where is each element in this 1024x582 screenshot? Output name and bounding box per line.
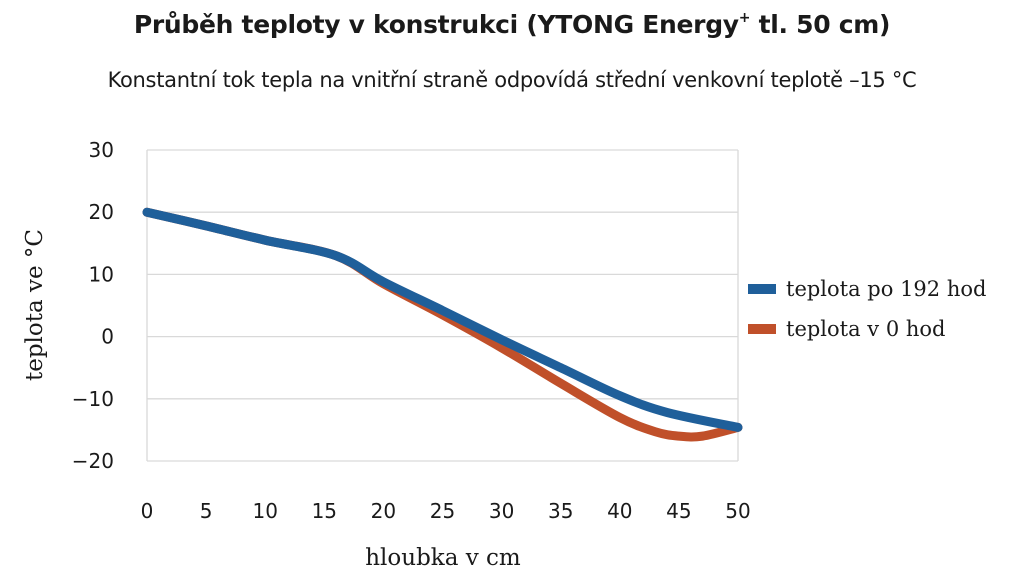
- series-line-1: [142, 207, 743, 432]
- x-tick-label-3: 15: [312, 499, 337, 523]
- legend: teplota po 192 hod teplota v 0 hod: [748, 277, 986, 341]
- y-tick-label-0: 30: [89, 138, 114, 162]
- grid-lines: [146, 149, 739, 462]
- x-tick-label-5: 25: [430, 499, 455, 523]
- y-tick-label-2: 10: [89, 262, 114, 286]
- x-tick-label-10: 50: [725, 499, 750, 523]
- chart-title-tail: tl. 50 cm): [750, 10, 891, 39]
- y-tick-label-4: −10: [72, 387, 114, 411]
- legend-label-1: teplota v 0 hod: [786, 317, 946, 341]
- x-tick-label-4: 20: [371, 499, 396, 523]
- y-tick-label-1: 20: [89, 200, 114, 224]
- y-tick-label-5: −20: [72, 449, 114, 473]
- y-tick-labels: 30 20 10 0 −10 −20: [72, 138, 114, 473]
- x-tick-label-1: 5: [200, 499, 213, 523]
- x-tick-label-9: 45: [666, 499, 691, 523]
- chart-title-sup: +: [738, 9, 751, 26]
- chart-title-main: Průběh teploty v konstrukci (YTONG Energ…: [133, 10, 739, 39]
- x-tick-label-0: 0: [141, 499, 154, 523]
- legend-label-0: teplota po 192 hod: [786, 277, 986, 301]
- x-tick-label-7: 35: [548, 499, 573, 523]
- x-tick-label-6: 30: [489, 499, 514, 523]
- x-tick-labels: 0 5 10 15 20 25 30 35 40 45 50: [141, 499, 751, 523]
- series-lines: [142, 207, 743, 442]
- chart-title: Průběh teploty v konstrukci (YTONG Energ…: [0, 10, 1024, 39]
- x-tick-label-8: 40: [607, 499, 632, 523]
- y-tick-label-3: 0: [101, 325, 114, 349]
- y-axis-label: teplota ve °C: [22, 229, 48, 381]
- x-axis-label: hloubka v cm: [365, 545, 521, 571]
- x-tick-label-2: 10: [252, 499, 277, 523]
- chart-subtitle: Konstantní tok tepla na vnitřní straně o…: [107, 68, 917, 92]
